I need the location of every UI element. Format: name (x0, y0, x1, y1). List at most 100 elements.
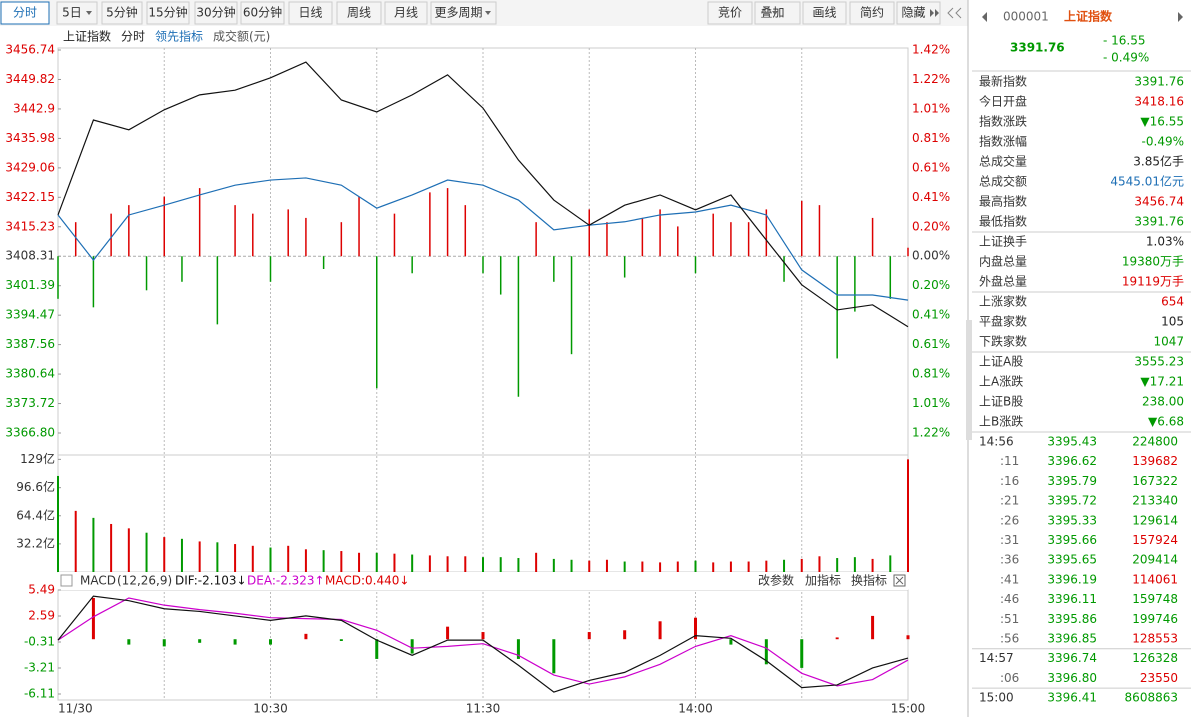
collapse-button[interactable] (947, 7, 962, 19)
y-tick-label: 3442.9 (13, 101, 55, 115)
pct-label: 0.81% (912, 131, 950, 145)
x-tick-label: 10:30 (253, 702, 288, 716)
pct-label: 1.42% (912, 43, 950, 57)
field-value: 3456.74 (1134, 195, 1184, 209)
field-label: 上涨家数 (979, 294, 1027, 309)
tab-label: 分时 (13, 6, 37, 20)
y-tick-label: 32.2亿 (16, 535, 55, 550)
y-tick-label: 3435.98 (5, 131, 55, 145)
x-tick-label: 11:30 (466, 702, 501, 716)
tick-price: 3396.41 (1047, 691, 1097, 705)
tick-volume: 159748 (1132, 592, 1178, 606)
tool-button[interactable] (707, 1, 753, 25)
field-value: 654 (1161, 295, 1184, 309)
tab-label: 周线 (347, 6, 371, 20)
tab-label: 60分钟 (243, 5, 282, 20)
field-label: 外盘总量 (979, 274, 1027, 289)
tick-time: :26 (1000, 513, 1019, 527)
tab[interactable] (146, 1, 190, 25)
y-tick-label: 96.6亿 (16, 479, 55, 494)
tab[interactable] (336, 1, 382, 25)
tick-price: 3396.19 (1047, 572, 1097, 586)
tick-price: 3396.74 (1047, 651, 1097, 665)
tab[interactable] (194, 1, 238, 25)
field-label: 上证A股 (979, 355, 1023, 369)
y-tick-label: 3401.39 (5, 278, 55, 292)
arrow (930, 9, 939, 17)
tab[interactable] (56, 1, 98, 25)
field-value: 1047 (1153, 335, 1184, 349)
tick-volume: 199746 (1132, 612, 1178, 626)
tick-time: :16 (1000, 474, 1019, 488)
tool-label: 竞价 (718, 6, 742, 20)
tab-label: 5分钟 (106, 5, 138, 20)
indicator-button[interactable]: 换指标 (851, 573, 887, 588)
tool-button[interactable] (802, 1, 847, 25)
macd-header (58, 572, 908, 590)
tool-label: 画线 (812, 6, 836, 20)
field-value: 1.03% (1146, 235, 1184, 249)
tool-button[interactable] (849, 1, 895, 25)
tool-button[interactable] (754, 1, 801, 25)
tick-price: 3396.80 (1047, 671, 1097, 685)
tick-price: 3396.11 (1047, 592, 1097, 606)
tick-volume: 114061 (1132, 572, 1178, 586)
field-value: 19119万手 (1122, 275, 1184, 289)
tick-price: 3395.65 (1047, 553, 1097, 567)
tick-volume: 167322 (1132, 474, 1178, 488)
pct-label: 0.81% (912, 367, 950, 381)
field-value: 105 (1161, 315, 1184, 329)
x-tick-label: 11/30 (58, 702, 93, 716)
tool-label: 叠加 (760, 6, 784, 20)
settings-icon[interactable] (60, 574, 73, 587)
pct-label: 0.61% (912, 160, 950, 174)
arrow (772, 11, 778, 15)
splitter[interactable] (966, 320, 972, 440)
y-tick-label: 129亿 (20, 451, 55, 466)
prev-button[interactable] (982, 12, 987, 22)
series-line (57, 61, 909, 328)
tick-time: 14:56 (979, 435, 1014, 449)
tab[interactable] (430, 1, 497, 25)
tick-time: :46 (1000, 592, 1019, 606)
legend-item: 上证指数 (63, 29, 111, 44)
tab[interactable] (384, 1, 428, 25)
indicator-button[interactable]: 加指标 (805, 573, 841, 588)
indicator-button[interactable]: 改参数 (758, 573, 794, 588)
field-value: 19380万手 (1122, 255, 1184, 269)
pct-label: 0.20% (912, 278, 950, 292)
y-tick-label: 3380.64 (5, 367, 55, 381)
tab[interactable] (0, 1, 50, 25)
close-icon[interactable] (893, 574, 906, 587)
field-value: ▼17.21 (1140, 375, 1184, 389)
field-value: 238.00 (1142, 395, 1184, 409)
field-value: 3418.16 (1134, 95, 1184, 109)
x-tick-label: 14:00 (678, 702, 713, 716)
tab[interactable] (101, 1, 143, 25)
field-label: 指数涨幅 (979, 134, 1027, 149)
field-value: 3555.23 (1134, 355, 1184, 369)
field-label: 下跌家数 (979, 334, 1027, 349)
series-line (57, 597, 909, 687)
tab[interactable] (288, 1, 333, 25)
change: - 16.55 (1103, 34, 1146, 48)
pct-label: 0.20% (912, 219, 950, 233)
tab-label: 更多周期 (434, 6, 482, 20)
tool-button[interactable] (896, 1, 941, 25)
next-button[interactable] (1178, 12, 1183, 22)
pct-label: 1.22% (912, 72, 950, 86)
tab[interactable] (240, 1, 285, 25)
dea-label: DEA:-2.323↑ (247, 574, 325, 588)
series-line (57, 177, 909, 301)
tick-volume: 129614 (1132, 513, 1178, 527)
field-value: ▼6.68 (1148, 415, 1184, 429)
field-label: 最高指数 (979, 194, 1027, 209)
tick-price: 3395.72 (1047, 494, 1097, 508)
tab-label: 日线 (298, 6, 322, 20)
y-tick-label: 2.59 (28, 608, 55, 622)
tool-label: 简约 (860, 5, 884, 20)
x-tick-label: 15:00 (891, 702, 926, 716)
field-label: 上证B股 (979, 395, 1023, 409)
